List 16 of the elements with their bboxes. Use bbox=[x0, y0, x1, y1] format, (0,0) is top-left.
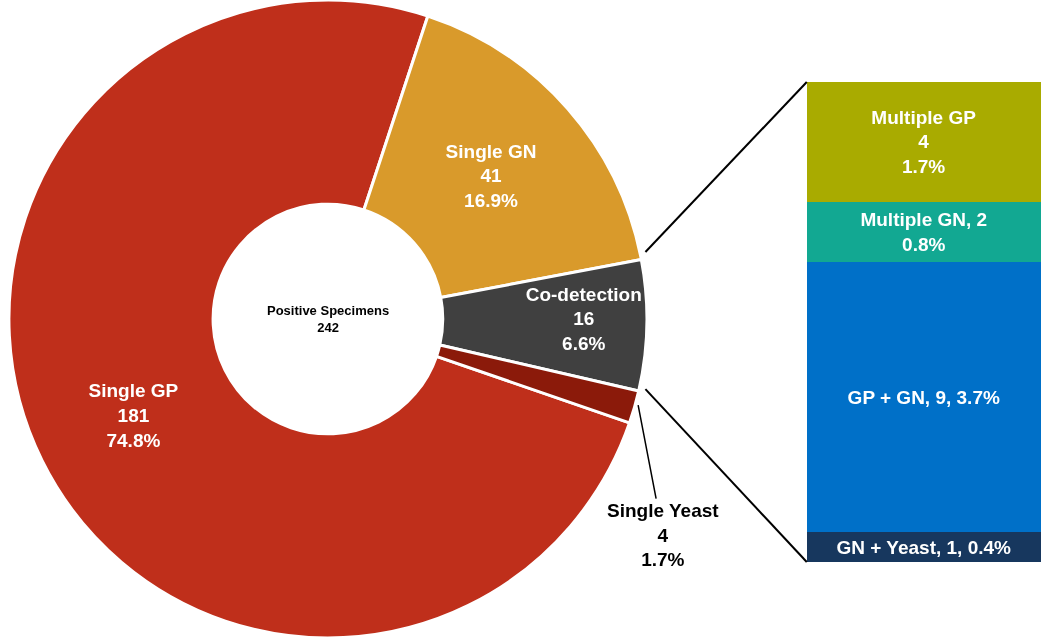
data-label: 4 1.7% bbox=[641, 524, 685, 571]
text: Positive Specimens 242 bbox=[267, 303, 390, 335]
bar bbox=[806, 262, 1041, 532]
data-label: GP + GN, 9, 3.7% bbox=[847, 386, 1000, 408]
data-label: 181 74.8% bbox=[106, 404, 161, 451]
data-label: 41 16.9% bbox=[464, 165, 519, 212]
data-label: Multiple GP 4 1.7% bbox=[871, 106, 977, 178]
data-label: 16 6.6% bbox=[562, 308, 606, 355]
slice-label: Single Yeast bbox=[607, 500, 720, 521]
slice-label: Single GP bbox=[88, 380, 179, 402]
bar bbox=[806, 202, 1041, 262]
data-label: GN + Yeast, 1, 0.4% bbox=[836, 536, 1012, 558]
slice-label: Co-detection bbox=[525, 283, 642, 305]
slice-label: Single GN bbox=[445, 140, 537, 162]
bar bbox=[806, 82, 1041, 202]
data-label: Multiple GN, 2 0.8% bbox=[860, 209, 988, 255]
